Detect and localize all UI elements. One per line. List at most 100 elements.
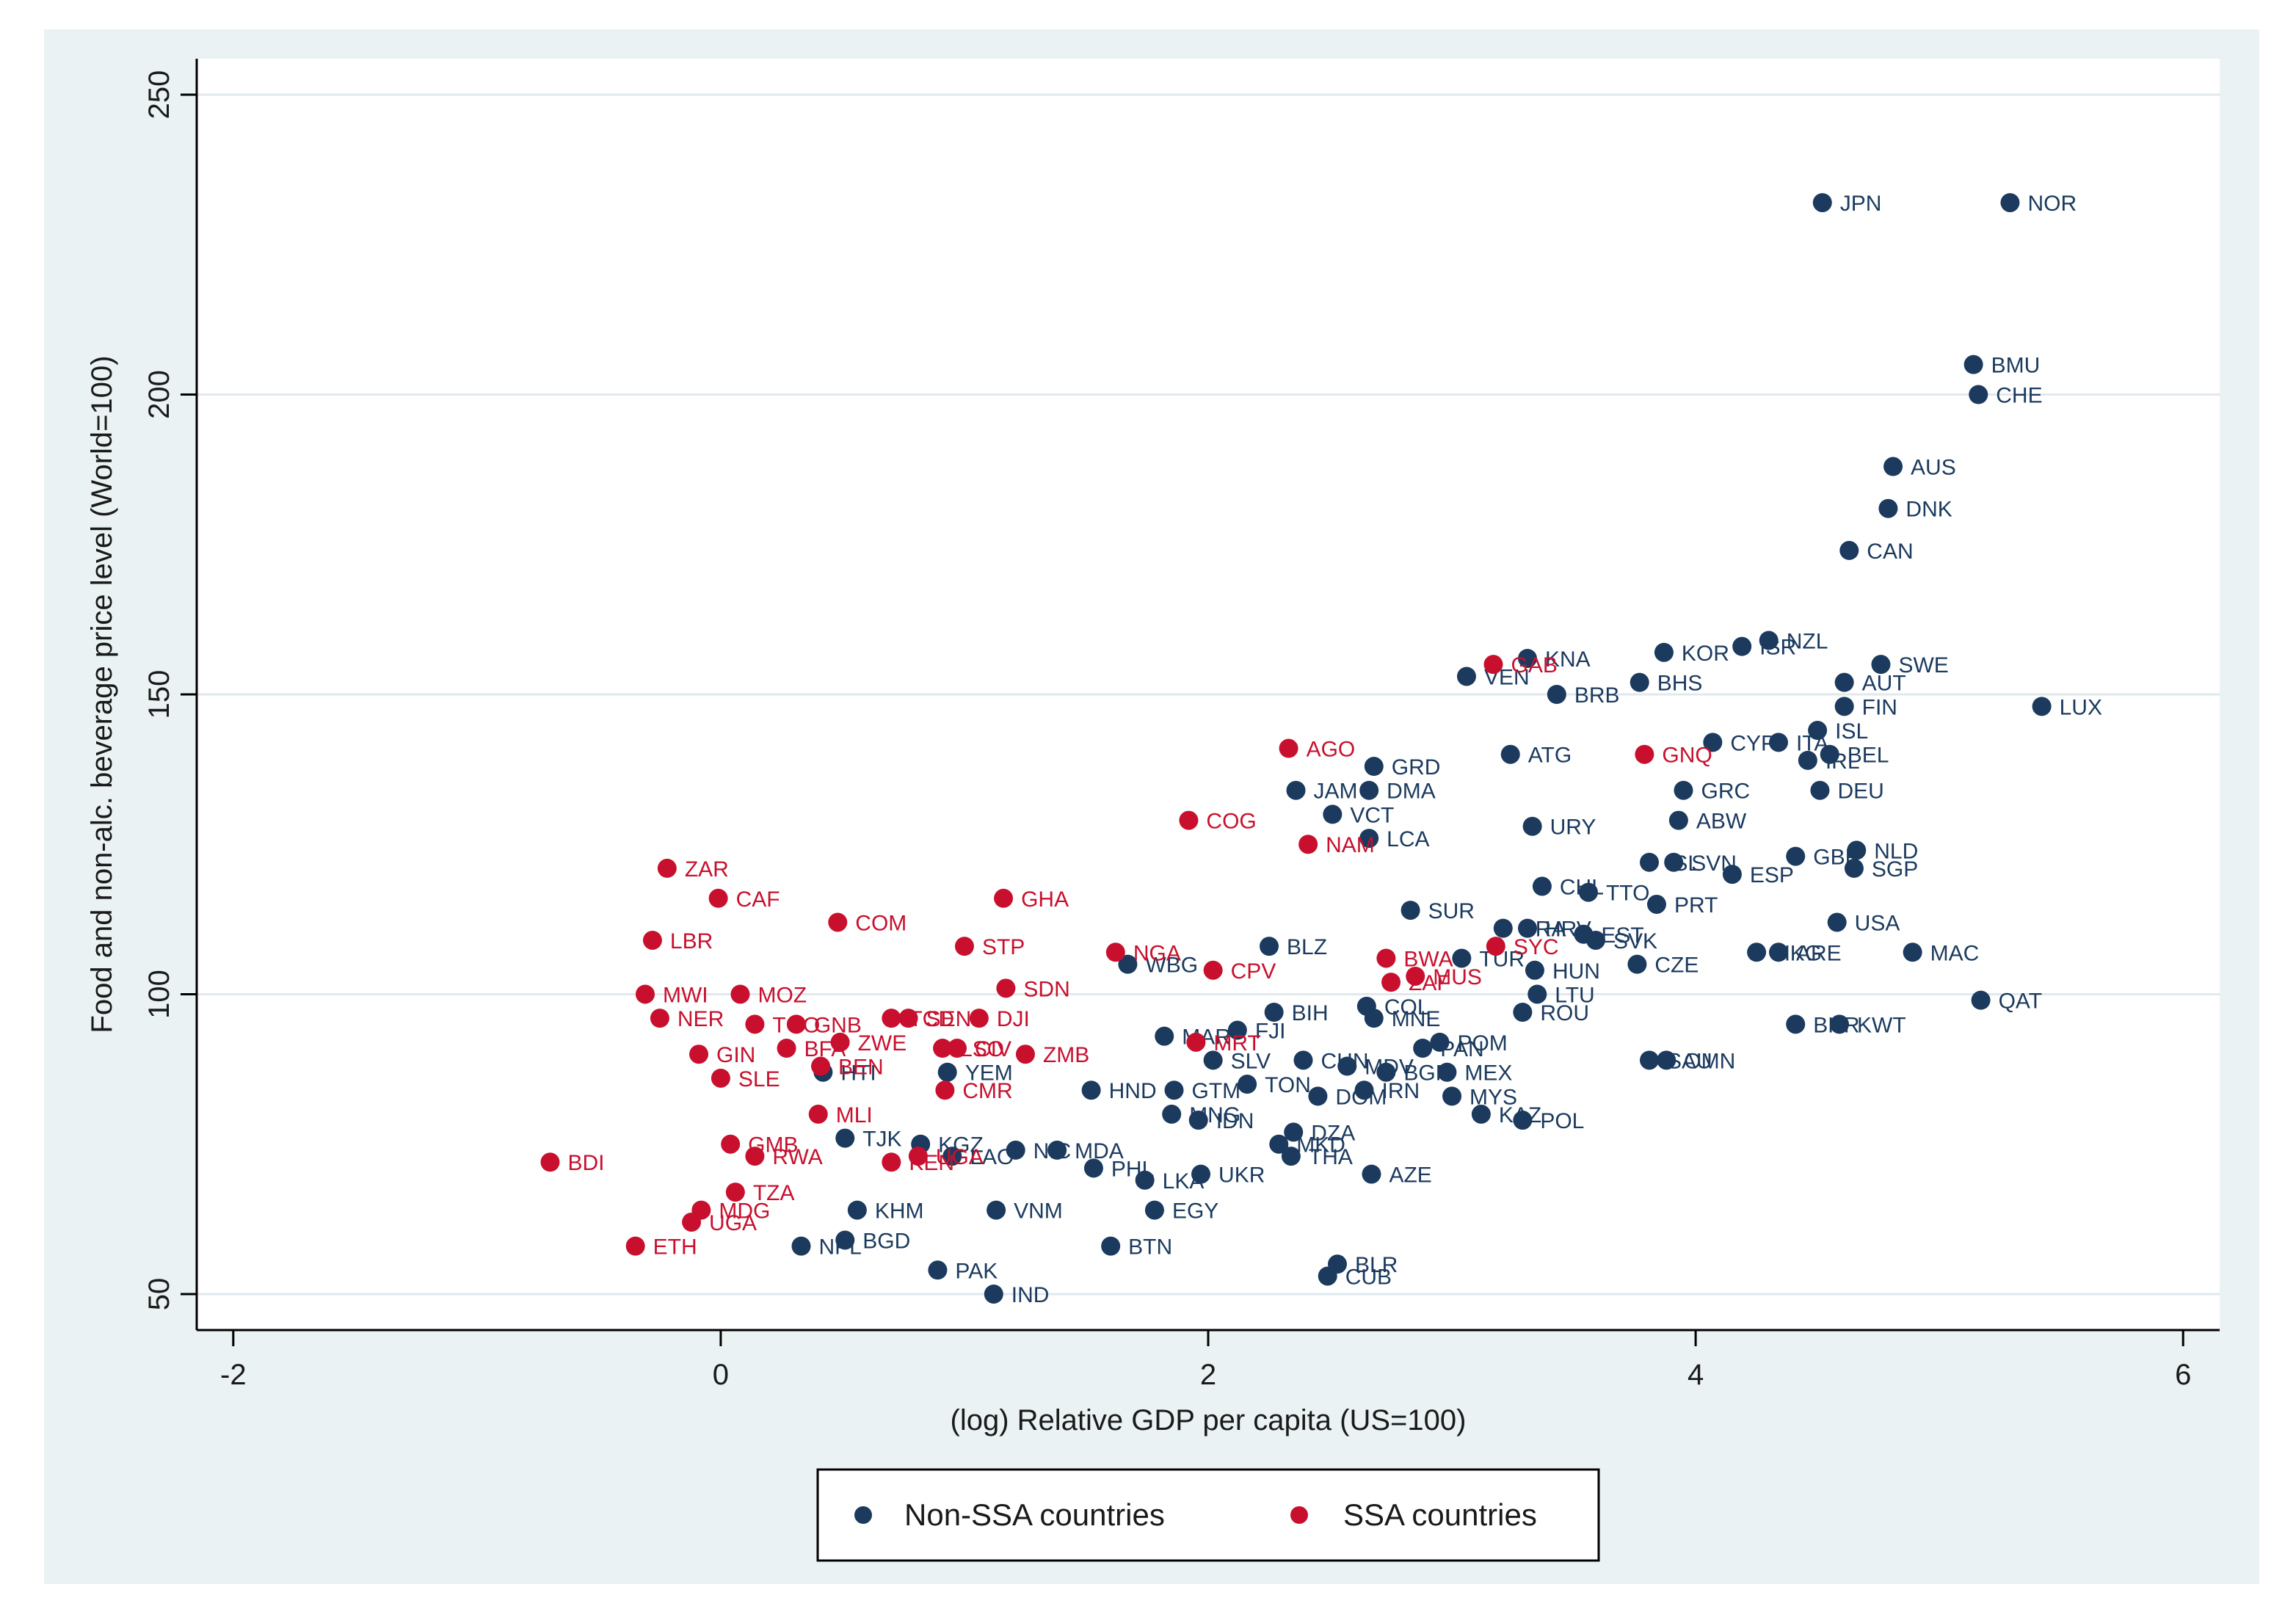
point-label-aut: AUT	[1862, 672, 1906, 696]
data-point-mng	[1162, 1104, 1182, 1124]
point-label-sen: SEN	[926, 1007, 972, 1031]
point-label-nzl: NZL	[1787, 629, 1828, 653]
point-label-are: ARE	[1796, 941, 1842, 965]
point-label-blz: BLZ	[1287, 935, 1327, 959]
point-label-bgd: BGD	[862, 1229, 910, 1253]
data-point-fin	[1834, 697, 1854, 716]
data-point-nga	[1105, 942, 1125, 962]
data-point-kaz	[1471, 1104, 1491, 1124]
data-point-ner	[650, 1009, 669, 1028]
y-tick-label-150: 150	[143, 670, 175, 719]
data-point-ven	[1456, 667, 1476, 686]
point-label-kor: KOR	[1682, 642, 1729, 666]
grid-lines	[197, 93, 2220, 1296]
data-point-cyp	[1703, 733, 1723, 752]
legend-marker-non-ssa	[854, 1506, 872, 1524]
point-label-ago: AGO	[1307, 738, 1356, 762]
point-label-isl: ISL	[1835, 719, 1868, 744]
data-point-cpv	[1203, 960, 1223, 980]
point-label-rwa: RWA	[772, 1145, 822, 1169]
x-tick-label-4: 4	[1688, 1359, 1704, 1391]
data-point-bel	[1820, 744, 1839, 764]
point-label-nor: NOR	[2027, 192, 2077, 216]
data-point-mys	[1442, 1086, 1462, 1106]
point-label-pom: POM	[1457, 1031, 1507, 1056]
point-label-bdi: BDI	[567, 1151, 604, 1175]
x-tick-label-6: 6	[2175, 1359, 2191, 1391]
point-label-isr: ISR	[1759, 636, 1796, 660]
data-point-yem	[937, 1062, 957, 1082]
point-label-isl: ISL	[1667, 851, 1700, 876]
data-point-mrt	[1186, 1032, 1206, 1052]
data-point-deu	[1810, 780, 1830, 800]
data-point-lka	[1135, 1170, 1155, 1190]
legend-label-ssa: SSA countries	[1343, 1497, 1537, 1532]
point-label-mne: MNE	[1392, 1007, 1441, 1031]
data-point-bgr	[1376, 1062, 1396, 1082]
data-point-nic	[1006, 1140, 1025, 1160]
legend-label-non-ssa: Non-SSA countries	[904, 1497, 1165, 1532]
data-point-tcd	[882, 1009, 901, 1028]
legend-marker-ssa	[1290, 1506, 1308, 1524]
data-point-phl	[1083, 1158, 1103, 1178]
point-label-kna: KNA	[1545, 647, 1591, 672]
data-point-bra	[1493, 918, 1513, 938]
data-point-vnm	[987, 1200, 1006, 1220]
data-point-zmb	[1015, 1045, 1035, 1064]
data-point-uga	[908, 1147, 928, 1166]
data-point-ury	[1522, 816, 1542, 836]
data-point-kna	[1517, 648, 1537, 668]
data-point-ken	[882, 1152, 901, 1172]
point-label-grc: GRC	[1701, 780, 1750, 804]
data-point-chn	[1293, 1050, 1313, 1070]
point-label-ury: URY	[1550, 816, 1596, 840]
data-point-chl	[1532, 876, 1552, 896]
point-label-col: COL	[1384, 995, 1430, 1020]
data-point-gin	[689, 1045, 709, 1064]
data-point-pom	[1430, 1032, 1450, 1052]
point-label-btn: BTN	[1128, 1235, 1172, 1260]
data-point-omn	[1657, 1050, 1676, 1070]
data-point-stp	[954, 937, 974, 956]
point-label-deu: DEU	[1837, 780, 1883, 804]
point-label-mex: MEX	[1464, 1061, 1512, 1086]
data-point-rou	[1513, 1003, 1533, 1022]
point-label-yem: YEM	[965, 1061, 1013, 1086]
data-point-cze	[1627, 954, 1647, 974]
point-label-ton: TON	[1265, 1073, 1311, 1097]
point-label-bmu: BMU	[1991, 354, 2041, 378]
data-point-mus	[1406, 966, 1425, 986]
point-label-nam: NAM	[1326, 833, 1375, 857]
point-label-dji: DJI	[997, 1007, 1030, 1031]
point-label-vnm: VNM	[1014, 1199, 1063, 1224]
point-label-omn: OMN	[1684, 1049, 1735, 1073]
point-label-idn: IDN	[1216, 1109, 1254, 1133]
data-point-svk	[1585, 930, 1605, 950]
data-point-pol	[1513, 1111, 1533, 1130]
point-label-mac: MAC	[1930, 941, 1980, 965]
data-point-mkd	[1269, 1134, 1289, 1154]
point-label-gnq: GNQ	[1662, 744, 1712, 768]
data-point-lao	[942, 1147, 962, 1166]
data-point-pak	[928, 1260, 948, 1280]
data-point-cub	[1318, 1266, 1337, 1286]
point-label-gtm: GTM	[1192, 1079, 1241, 1103]
data-point-tza	[725, 1183, 745, 1202]
data-point-mex	[1437, 1062, 1457, 1082]
data-point-bgd	[835, 1230, 855, 1250]
data-point-cog	[1179, 810, 1199, 830]
point-label-mwi: MWI	[663, 983, 708, 1007]
y-tick-label-250: 250	[143, 70, 175, 120]
data-point-sau	[1640, 1050, 1660, 1070]
data-point-tjk	[835, 1128, 855, 1148]
point-label-ben: BEN	[838, 1056, 884, 1080]
data-point-gab	[1483, 655, 1503, 675]
point-label-est: EST	[1601, 923, 1643, 948]
point-label-irl: IRL	[1825, 749, 1860, 774]
point-label-ind: IND	[1011, 1283, 1050, 1307]
point-label-cze: CZE	[1654, 954, 1699, 978]
data-point-mda	[1047, 1140, 1067, 1160]
data-point-fji	[1227, 1020, 1247, 1040]
